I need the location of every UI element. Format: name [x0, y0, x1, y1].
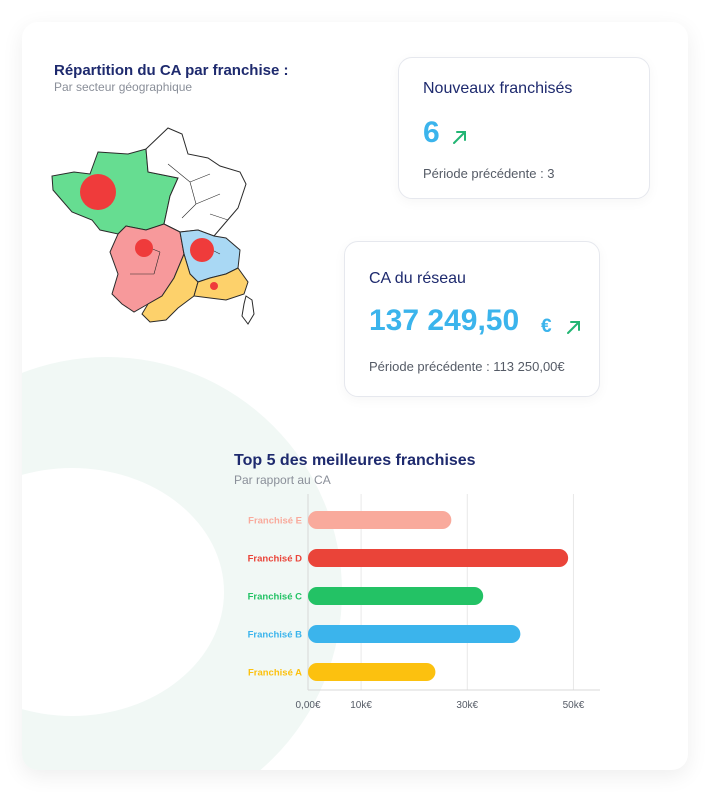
kpi-ca-currency: € — [541, 316, 552, 337]
category-label: Franchisé D — [248, 554, 303, 565]
kpi-new-franchisees: Nouveaux franchisés 6 Période précédente… — [398, 57, 650, 199]
x-tick-label: 50k€ — [563, 700, 585, 711]
kpi-ca-previous: Période précédente : 113 250,00€ — [369, 359, 565, 374]
chart-title: Top 5 des meilleures franchises — [234, 452, 476, 469]
bar[interactable] — [308, 511, 452, 529]
france-map — [50, 124, 260, 329]
map-title: Répartition du CA par franchise : — [54, 62, 289, 79]
chart-subtitle: Par rapport au CA — [234, 473, 331, 487]
category-label: Franchisé B — [248, 630, 303, 641]
region-northeast[interactable] — [145, 127, 247, 237]
bar[interactable] — [308, 587, 484, 605]
x-tick-label: 0,00€ — [295, 700, 320, 711]
bubble-paca[interactable] — [210, 282, 218, 290]
x-tick-label: 30k€ — [456, 700, 478, 711]
dashboard-card: Répartition du CA par franchise : Par se… — [22, 22, 688, 770]
kpi-network-revenue: CA du réseau 137 249,50 € Période précéd… — [344, 241, 600, 397]
kpi-new-previous: Période précédente : 3 — [423, 166, 555, 181]
region-paca[interactable] — [193, 267, 249, 301]
kpi-new-value: 6 — [423, 116, 440, 149]
bar-chart: 0,00€ 10k€ 30k€ 50k€ Franchisé E Franchisé D F… — [248, 494, 600, 711]
bubble-rhone[interactable] — [190, 238, 214, 262]
bar[interactable] — [308, 625, 521, 643]
kpi-new-title: Nouveaux franchisés — [423, 80, 573, 97]
map-subtitle: Par secteur géographique — [54, 80, 193, 94]
x-tick-label: 10k€ — [350, 700, 372, 711]
bubble-northwest[interactable] — [80, 174, 116, 210]
category-label: Franchisé A — [248, 668, 302, 679]
bar[interactable] — [308, 549, 569, 567]
bubble-southwest[interactable] — [135, 239, 153, 257]
trend-up-icon — [565, 318, 583, 341]
category-label: Franchisé C — [248, 592, 303, 603]
bar[interactable] — [308, 663, 436, 681]
kpi-ca-value: 137 249,50 — [369, 304, 520, 337]
trend-up-icon — [451, 128, 469, 151]
region-corse[interactable] — [241, 295, 255, 325]
category-label: Franchisé E — [248, 516, 302, 527]
kpi-ca-title: CA du réseau — [369, 270, 466, 287]
